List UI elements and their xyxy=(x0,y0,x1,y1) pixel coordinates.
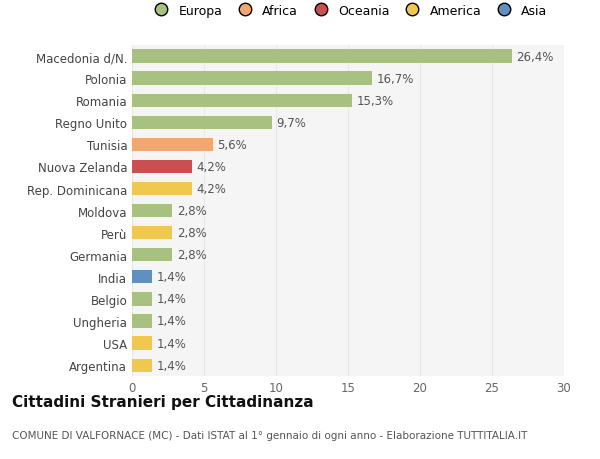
Bar xyxy=(132,337,152,350)
Text: Cittadini Stranieri per Cittadinanza: Cittadini Stranieri per Cittadinanza xyxy=(12,394,314,409)
Text: 4,2%: 4,2% xyxy=(197,183,227,196)
Text: 16,7%: 16,7% xyxy=(377,73,414,85)
Bar xyxy=(132,293,152,306)
Bar xyxy=(132,161,193,174)
Bar xyxy=(132,95,352,107)
Text: 4,2%: 4,2% xyxy=(197,161,227,174)
Text: 15,3%: 15,3% xyxy=(356,95,394,107)
Legend: Europa, Africa, Oceania, America, Asia: Europa, Africa, Oceania, America, Asia xyxy=(145,1,551,22)
Text: 1,4%: 1,4% xyxy=(157,315,187,328)
Bar xyxy=(132,117,272,129)
Bar xyxy=(132,227,172,240)
Bar xyxy=(132,271,152,284)
Bar xyxy=(132,249,172,262)
Text: 2,8%: 2,8% xyxy=(176,205,206,218)
Text: 1,4%: 1,4% xyxy=(157,359,187,372)
Text: COMUNE DI VALFORNACE (MC) - Dati ISTAT al 1° gennaio di ogni anno - Elaborazione: COMUNE DI VALFORNACE (MC) - Dati ISTAT a… xyxy=(12,431,527,440)
Bar xyxy=(132,73,373,85)
Text: 26,4%: 26,4% xyxy=(517,50,554,63)
Bar xyxy=(132,315,152,328)
Text: 2,8%: 2,8% xyxy=(176,249,206,262)
Bar xyxy=(132,50,512,63)
Text: 5,6%: 5,6% xyxy=(217,139,247,151)
Bar xyxy=(132,183,193,196)
Text: 9,7%: 9,7% xyxy=(276,117,306,129)
Bar xyxy=(132,205,172,218)
Bar xyxy=(132,359,152,372)
Text: 2,8%: 2,8% xyxy=(176,227,206,240)
Text: 1,4%: 1,4% xyxy=(157,293,187,306)
Bar xyxy=(132,139,212,151)
Text: 1,4%: 1,4% xyxy=(157,337,187,350)
Text: 1,4%: 1,4% xyxy=(157,271,187,284)
